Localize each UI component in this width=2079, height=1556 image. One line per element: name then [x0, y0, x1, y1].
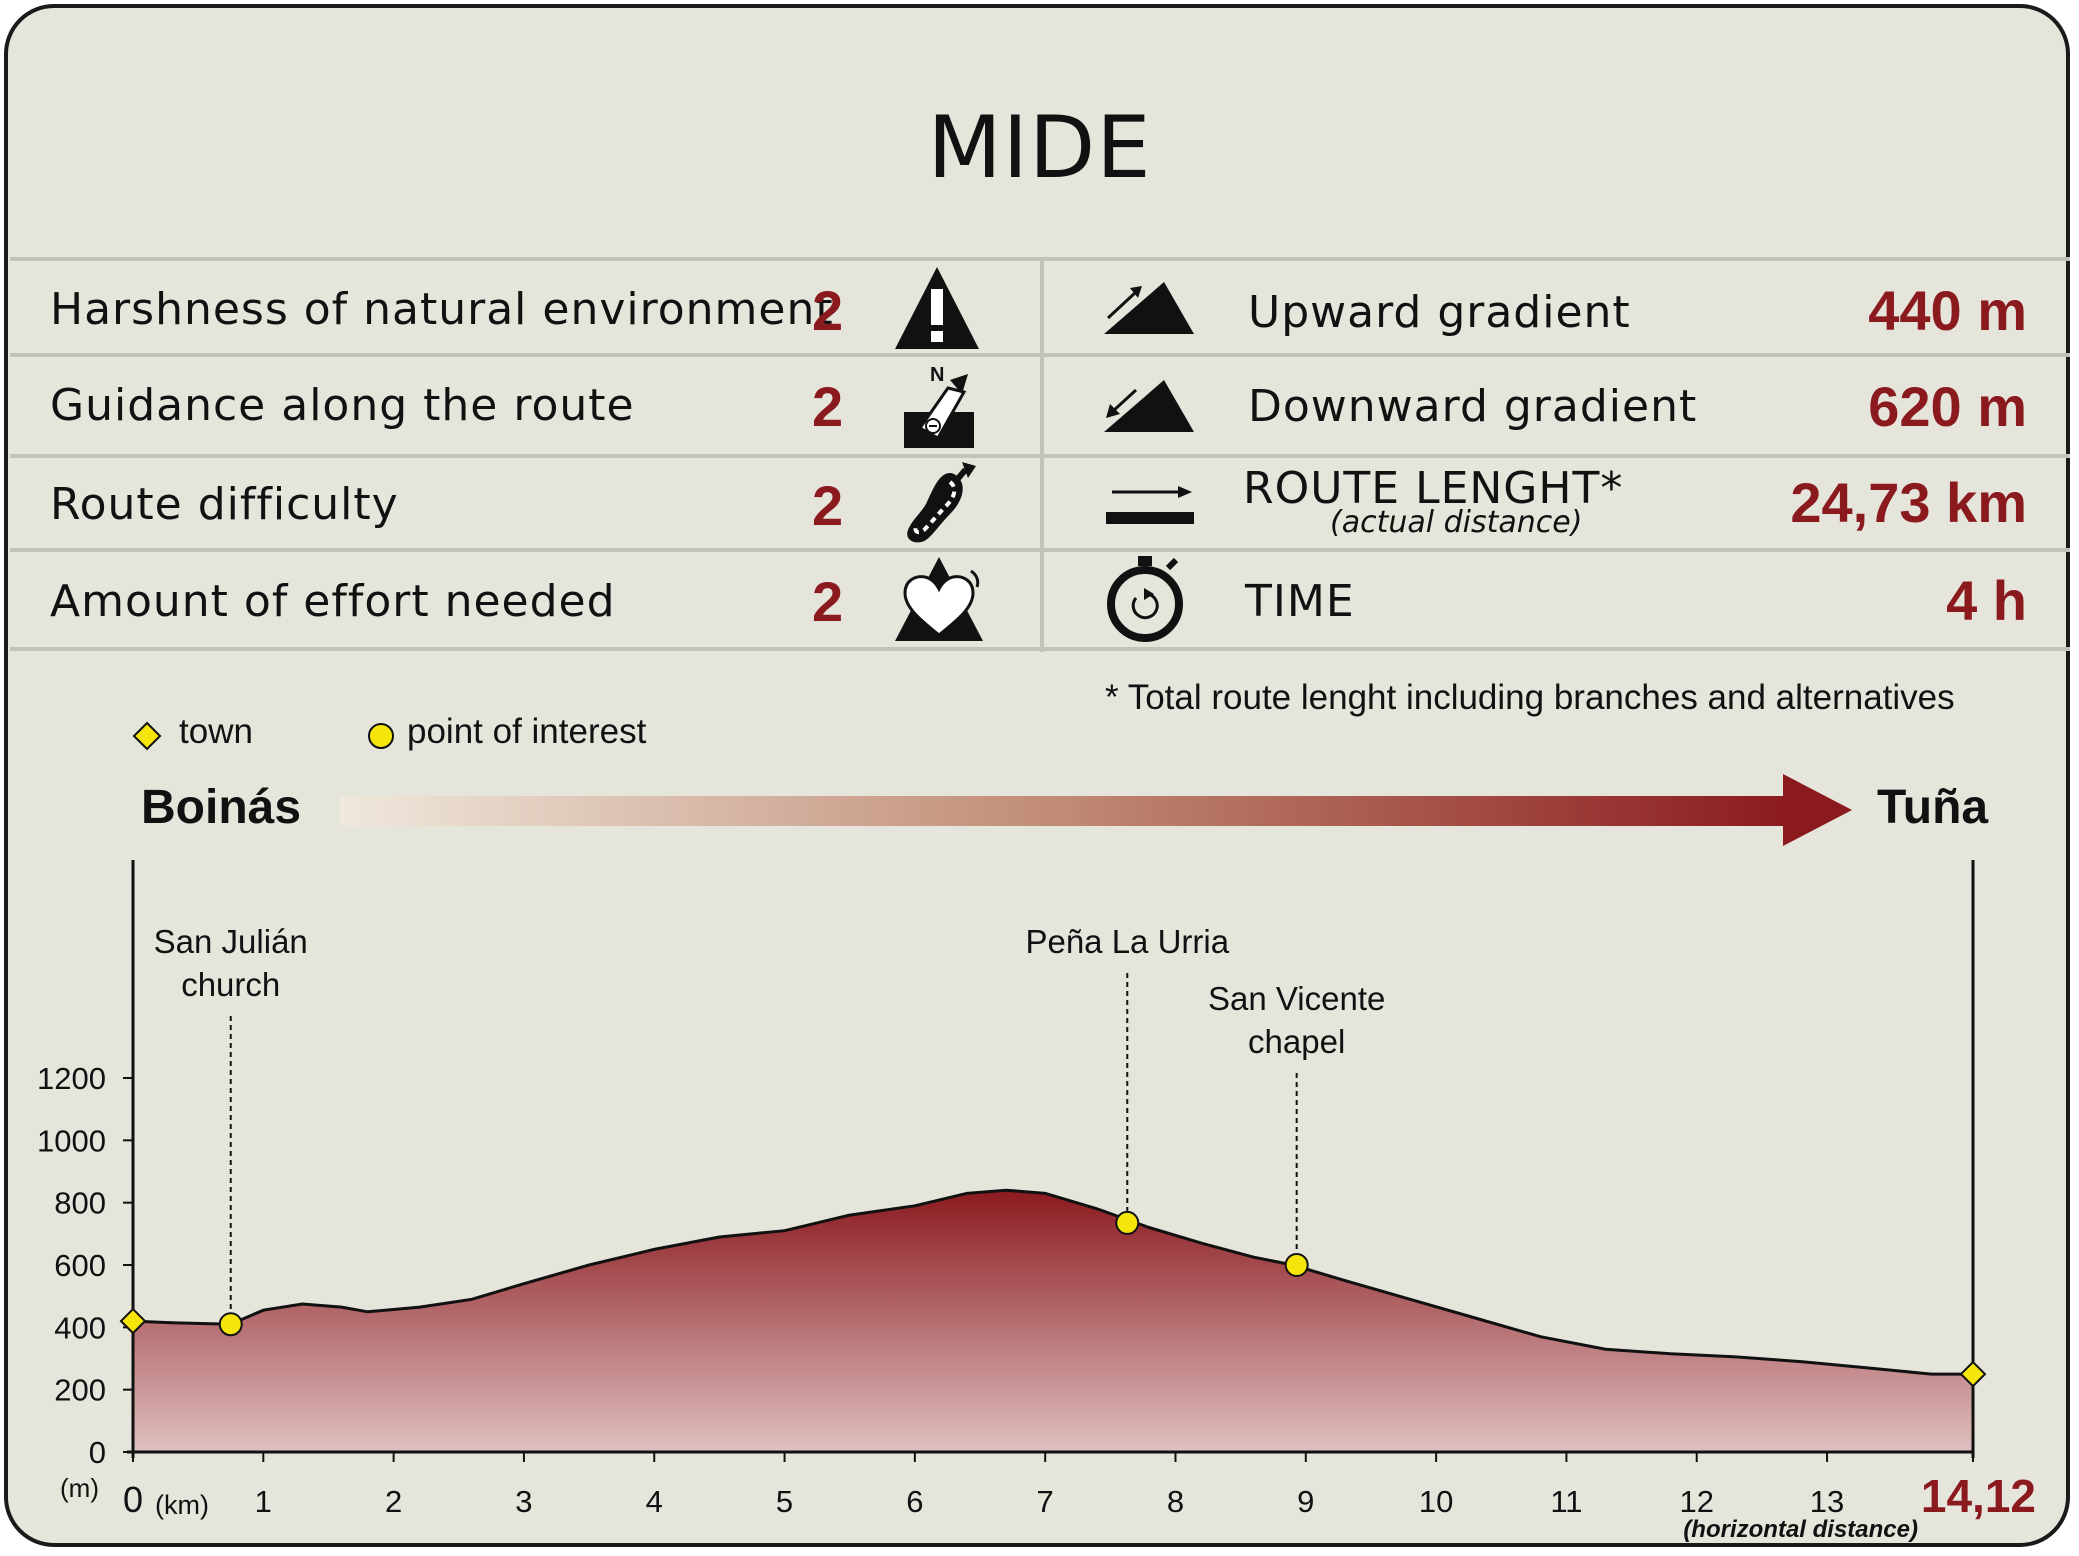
poi-label: Peña La Urria — [1025, 923, 1229, 960]
upward-gradient-label: Upward gradient — [1248, 287, 1631, 338]
x-tick-label: 10 — [1419, 1484, 1453, 1519]
y-tick-label: 0 — [89, 1435, 106, 1470]
y-tick-label: 1000 — [37, 1123, 106, 1158]
stopwatch-icon — [1107, 556, 1183, 642]
y-tick-label: 400 — [54, 1310, 106, 1345]
poi-label: San Julián — [154, 923, 308, 960]
elevation-area — [133, 1190, 1973, 1452]
guidance-label: Guidance along the route — [50, 380, 635, 431]
x-tick-label: 11 — [1550, 1484, 1582, 1519]
route-length-sublabel: (actual distance) — [1330, 505, 1583, 540]
legend-town: town — [179, 712, 253, 751]
x-tick-label: 6 — [906, 1484, 923, 1519]
x-tick-label: 2 — [385, 1484, 402, 1519]
legend-poi: point of interest — [407, 712, 647, 751]
x-tick-label: 7 — [1037, 1484, 1054, 1519]
downward-gradient-value: 620 m — [1868, 375, 2027, 438]
x-axis-note: (horizontal distance) — [1683, 1516, 1918, 1543]
harshness-value: 2 — [812, 279, 844, 342]
poi-marker — [1115, 1210, 1140, 1235]
poi-marker — [218, 1312, 243, 1337]
route-end: Tuña — [1877, 781, 1989, 834]
time-value: 4 h — [1946, 569, 2027, 632]
page-title: MIDE — [927, 98, 1152, 198]
uphill-icon — [1104, 282, 1194, 334]
footprint-icon — [907, 462, 976, 543]
y-tick-label: 200 — [54, 1373, 106, 1408]
time-label: TIME — [1245, 576, 1355, 627]
town-marker — [1959, 1360, 1987, 1388]
difficulty-value: 2 — [812, 474, 844, 537]
direction-arrow-icon — [340, 774, 1852, 846]
poi-marker — [1284, 1253, 1309, 1277]
poi-label: chapel — [1248, 1023, 1345, 1060]
x-tick-label: 3 — [515, 1484, 532, 1519]
warning-icon — [895, 267, 979, 349]
x-tick-label: 4 — [646, 1484, 663, 1519]
poi-label: San Vicente — [1208, 980, 1385, 1017]
svg-text:N: N — [930, 364, 944, 386]
downward-gradient-label: Downward gradient — [1248, 381, 1698, 432]
route-length-label: ROUTE LENGHT* — [1243, 463, 1624, 514]
poi-marker-icon — [368, 723, 394, 749]
column-divider — [1040, 259, 1044, 652]
x-axis-unit: (km) — [155, 1490, 209, 1520]
route-length-value: 24,73 km — [1790, 471, 2027, 534]
effort-value: 2 — [812, 570, 844, 633]
poi-label: church — [181, 966, 280, 1003]
elevation-line — [132, 1188, 1973, 1376]
y-tick-label: 800 — [54, 1186, 106, 1221]
footnote: * Total route lenght including branches … — [1105, 678, 1955, 717]
town-marker — [119, 1307, 147, 1335]
downhill-icon — [1104, 380, 1194, 432]
upward-gradient-value: 440 m — [1868, 279, 2027, 342]
x-tick-label: 9 — [1297, 1484, 1314, 1519]
y-tick-label: 1200 — [37, 1061, 106, 1096]
x-tick-label: 1 — [255, 1484, 272, 1519]
town-marker-icon — [132, 721, 162, 751]
guidance-value: 2 — [812, 375, 844, 438]
x-tick-label: 12 — [1679, 1484, 1713, 1519]
x-tick-label: 5 — [776, 1484, 793, 1519]
x-tick-label: 8 — [1167, 1484, 1184, 1519]
y-axis-unit: (m) — [60, 1473, 99, 1503]
harshness-label: Harshness of natural environment — [50, 284, 834, 335]
distance-arrow-icon — [1106, 486, 1194, 524]
x-end-label: 14,12 — [1921, 1470, 2036, 1522]
y-tick-label: 600 — [54, 1248, 106, 1283]
route-start: Boinás — [141, 781, 302, 834]
difficulty-label: Route difficulty — [50, 479, 399, 530]
x-tick-label: 13 — [1810, 1484, 1844, 1519]
x-tick-label: 0 — [123, 1479, 143, 1520]
effort-label: Amount of effort needed — [50, 576, 616, 627]
heart-effort-icon — [895, 557, 983, 641]
compass-sign-icon: N — [904, 364, 974, 448]
